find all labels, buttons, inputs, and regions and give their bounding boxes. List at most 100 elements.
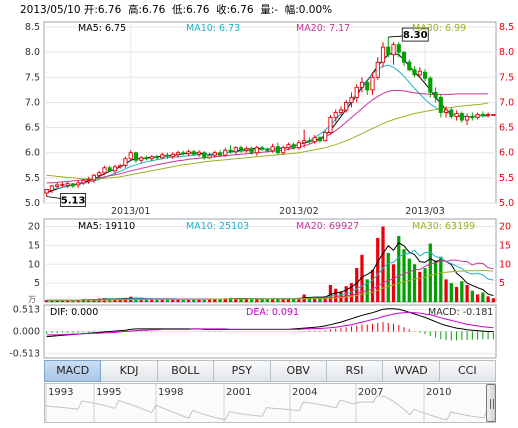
- volume-bar: [197, 298, 201, 302]
- candle-body: [491, 114, 496, 116]
- candle-body: [123, 158, 128, 166]
- candle-body: [449, 109, 454, 117]
- price-ytick-left: 6.5: [25, 123, 40, 134]
- volume-bar: [454, 286, 459, 302]
- tab-obv[interactable]: OBV: [270, 360, 327, 382]
- candle-body: [49, 185, 54, 191]
- candle-body: [370, 76, 375, 91]
- volume-bar: [81, 299, 86, 302]
- navigator-year-label: 2004: [292, 387, 317, 398]
- volume-ytick-right: 5: [499, 278, 505, 289]
- candle-body: [112, 166, 118, 172]
- volume-legend-ma10: MA10: 25103: [186, 221, 249, 232]
- volume-bar: [255, 298, 259, 302]
- candle-body: [275, 146, 280, 154]
- volume-bar: [207, 299, 212, 302]
- candle-body: [228, 149, 233, 153]
- candle-body: [270, 146, 275, 152]
- volume-bar: [176, 298, 180, 302]
- candle-body: [417, 70, 422, 76]
- candle-body: [454, 113, 459, 117]
- candle-body: [139, 157, 144, 161]
- candle-body: [286, 144, 291, 149]
- price-ytick-right: 5.0: [499, 198, 514, 209]
- candle-body: [396, 44, 401, 53]
- tab-rsi[interactable]: RSI: [326, 360, 384, 382]
- candle-body: [76, 182, 81, 186]
- candle-body: [154, 156, 160, 159]
- tab-kdj[interactable]: KDJ: [101, 360, 158, 382]
- volume-bar: [186, 298, 191, 302]
- tab-boll[interactable]: BOLL: [157, 360, 215, 382]
- candle-body: [186, 151, 191, 155]
- volume-bar: [381, 226, 385, 302]
- volume-bar: [292, 298, 296, 302]
- tab-psy[interactable]: PSY: [214, 360, 271, 382]
- volume-bar: [244, 299, 248, 302]
- volume-panel: 20 20 15 15 10 10 5 5 万 MA5: 19110 MA10: 25103 MA20…: [28, 218, 511, 304]
- volume-bar: [71, 300, 75, 302]
- tab-macd[interactable]: MACD: [44, 360, 102, 382]
- volume-bar: [260, 298, 264, 302]
- candle-body: [428, 77, 433, 93]
- navigator-year-label: 1995: [96, 387, 121, 398]
- candle-body: [81, 179, 86, 184]
- volume-ytick-right: 10: [499, 259, 511, 270]
- low-box: [60, 193, 87, 207]
- candle-body: [470, 116, 475, 118]
- volume-bar: [297, 297, 301, 302]
- volume-bar: [213, 298, 217, 302]
- volume-bar: [270, 298, 275, 302]
- price-ytick-left: 7.5: [25, 72, 40, 83]
- navigator-right-handle[interactable]: [486, 384, 496, 422]
- candle-body: [196, 151, 202, 155]
- volume-bar: [444, 279, 448, 302]
- volume-bar: [165, 298, 170, 302]
- price-ytick-left: 6.0: [25, 148, 40, 159]
- macd-dea-line: [46, 311, 494, 336]
- navigator-year-label: 2010: [426, 387, 451, 398]
- volume-bar: [139, 298, 143, 302]
- tab-cci[interactable]: CCI: [439, 360, 496, 382]
- candle-body: [391, 44, 396, 56]
- macd-legend-dea: DEA: 0.091: [246, 307, 299, 318]
- candle-body: [312, 137, 317, 143]
- candle-body: [191, 151, 196, 155]
- price-legend-ma10: MA10: 6.73: [186, 23, 240, 34]
- volume-bar: [355, 268, 359, 302]
- volume-bar: [307, 297, 312, 302]
- volume-ytick-left: 5: [34, 278, 40, 289]
- volume-bar: [491, 298, 496, 302]
- candle-body: [207, 154, 212, 159]
- tab-wvad[interactable]: WVAD: [383, 360, 440, 382]
- range-navigator[interactable]: 1993 1995 1998 2001 2004 2007 2010: [44, 383, 496, 423]
- volume-bar: [150, 298, 154, 302]
- navigator-year-label: 2007: [358, 387, 383, 398]
- candle-body: [438, 96, 443, 113]
- volume-bar: [318, 298, 322, 302]
- candle-body: [307, 140, 312, 143]
- volume-ytick-right: 15: [499, 240, 511, 251]
- price-ytick-right: 8.0: [499, 47, 514, 58]
- candle-body: [102, 167, 107, 174]
- candle-body: [344, 101, 349, 111]
- candle-body: [107, 167, 112, 172]
- price-legend-ma30: MA30: 6.99: [412, 23, 466, 34]
- volume-bar: [360, 254, 364, 302]
- candle-body: [443, 109, 449, 113]
- volume-ytick-left: 20: [28, 222, 40, 233]
- volume-bar: [433, 260, 438, 302]
- macd-ytick: 0.513: [13, 305, 40, 316]
- price-ytick-left: 5.5: [25, 173, 40, 184]
- candle-body: [380, 46, 386, 63]
- candle-body: [249, 148, 254, 154]
- macd-ytick: -0.513: [9, 348, 40, 359]
- volume-legend-ma30: MA30: 63199: [412, 221, 475, 232]
- volume-legend-ma20: MA20: 69927: [296, 221, 359, 232]
- candle-body: [260, 147, 265, 150]
- candle-body: [97, 172, 102, 176]
- volume-ytick-right: 20: [499, 222, 511, 233]
- candle-body: [70, 183, 75, 187]
- candle-body: [333, 112, 338, 118]
- candle-body: [422, 71, 428, 79]
